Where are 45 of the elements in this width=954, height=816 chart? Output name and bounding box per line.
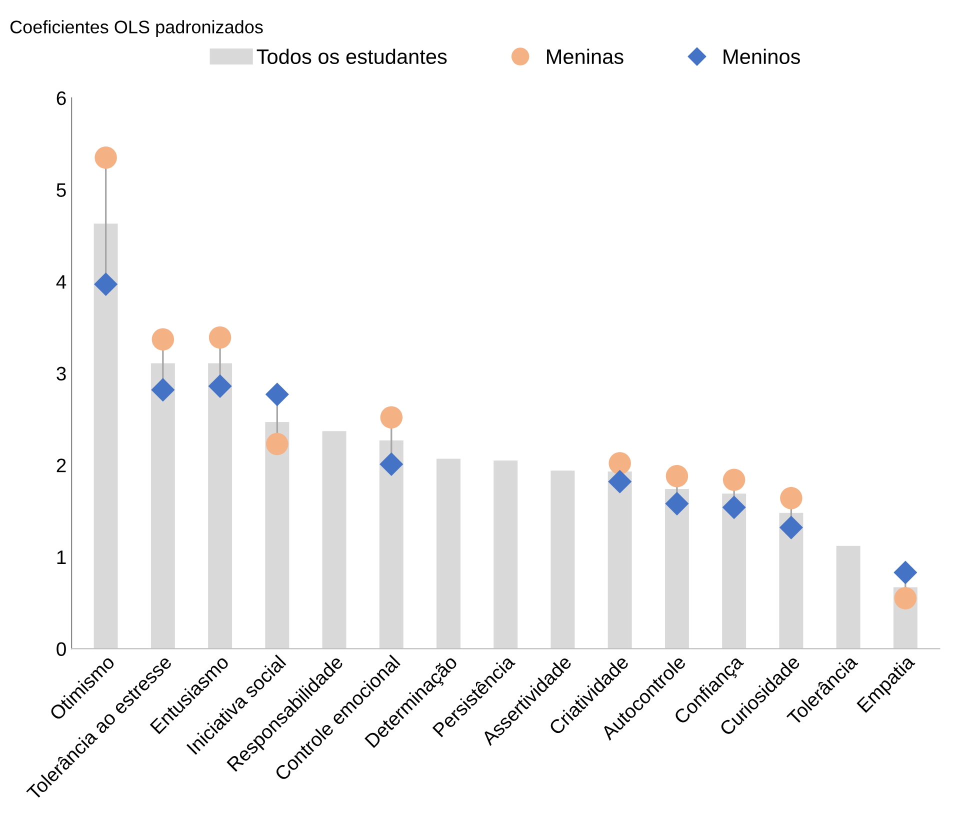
y-axis-title: Coeficientes OLS padronizados (10, 20, 263, 37)
point (380, 452, 404, 476)
point (208, 374, 232, 398)
y-tick-label: 2 (56, 458, 66, 472)
bar (150, 363, 175, 649)
bar (722, 494, 746, 649)
y-tick-label: 0 (56, 642, 66, 656)
point (152, 328, 174, 350)
bar (608, 472, 632, 649)
legend-label: Meninas (547, 48, 624, 64)
bar (265, 422, 290, 649)
bar (664, 488, 689, 649)
bar (379, 440, 404, 649)
point (94, 146, 117, 169)
bar (322, 431, 346, 649)
point (779, 516, 803, 540)
point (266, 432, 288, 456)
bar (779, 512, 804, 649)
point (608, 452, 631, 474)
point (666, 465, 688, 488)
y-tick-label: 5 (56, 183, 66, 197)
legend-label: Todos os estudantes (256, 48, 447, 64)
point (894, 587, 917, 610)
point (780, 487, 802, 510)
point (151, 378, 175, 402)
y-tick-label: 4 (56, 275, 66, 289)
point (265, 382, 289, 406)
y-tick-label: 1 (57, 550, 66, 564)
point (208, 326, 232, 349)
point (608, 470, 632, 494)
point (665, 492, 689, 516)
bar (494, 460, 518, 649)
bar (550, 470, 575, 649)
y-tick-label: 3 (56, 366, 66, 381)
bar (436, 458, 460, 649)
point (722, 496, 746, 520)
bar (208, 363, 232, 649)
bar (836, 546, 860, 649)
point (94, 272, 118, 296)
y-tick-label: 6 (56, 91, 66, 106)
point (894, 560, 918, 584)
legend-label: Meninos (724, 48, 800, 64)
point (722, 468, 746, 491)
bar (94, 224, 118, 649)
point (380, 406, 403, 428)
